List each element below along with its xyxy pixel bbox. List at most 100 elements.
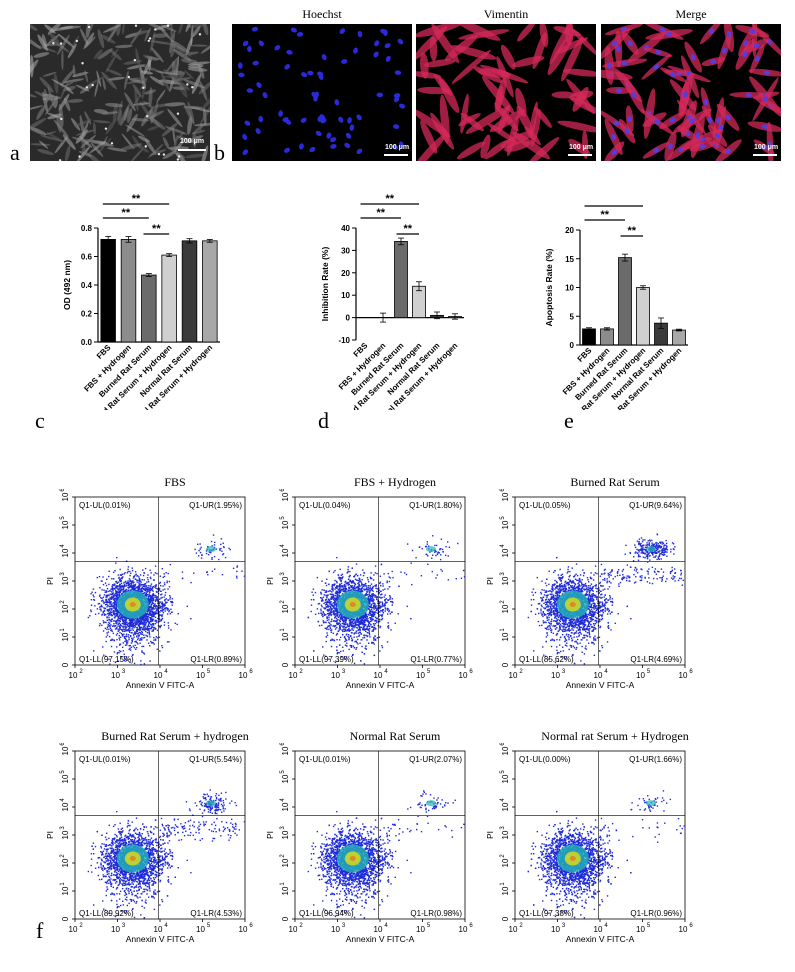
event-dot (406, 605, 408, 608)
event-dot (359, 619, 362, 621)
cell (173, 48, 192, 62)
event-dot (371, 630, 373, 632)
event-dot (344, 644, 347, 646)
event-dot (154, 638, 157, 640)
event-dot (102, 601, 105, 603)
cell-body (473, 66, 503, 83)
cell-body (489, 109, 526, 133)
event-dot (133, 636, 135, 638)
event-dot (142, 626, 145, 628)
event-dot (114, 661, 117, 664)
event-dot (370, 588, 372, 590)
bar (181, 240, 198, 343)
event-dot (363, 625, 365, 628)
event-dot (353, 627, 355, 629)
nucleus (613, 120, 620, 126)
event-dot (370, 587, 372, 589)
event-dot (332, 599, 335, 601)
event-dot (158, 598, 161, 600)
event-dot (368, 588, 370, 590)
cell (198, 64, 205, 79)
event-dot (114, 610, 116, 613)
event-dot (361, 645, 363, 648)
event-dot (123, 585, 126, 588)
event-dot (229, 548, 232, 551)
nucleus (251, 26, 259, 32)
event-dot (137, 624, 139, 626)
event-dot (343, 585, 346, 588)
event-dot (139, 588, 141, 591)
event-dot (361, 628, 364, 631)
event-dot (150, 595, 152, 597)
event-dot (149, 660, 151, 662)
nucleus (307, 70, 314, 76)
event-dot (152, 599, 155, 601)
event-dot (134, 617, 136, 620)
event-dot (109, 613, 112, 615)
event-dot (151, 586, 154, 589)
event-dot (150, 600, 153, 602)
event-dot (325, 640, 327, 643)
event-dot (342, 616, 344, 618)
event-dot (148, 625, 151, 628)
event-dot (124, 640, 126, 643)
event-dot (126, 617, 128, 619)
event-dot (149, 606, 152, 608)
nucleus (301, 72, 308, 78)
event-dot (127, 624, 129, 627)
nucleus (246, 88, 254, 93)
event-dot (94, 591, 97, 594)
density-peak (129, 602, 136, 608)
event-dot (148, 601, 151, 603)
event-dot (366, 639, 368, 641)
event-dot (153, 574, 155, 576)
event-dot (151, 599, 153, 602)
event-dot (111, 595, 113, 598)
event-dot (149, 598, 151, 601)
nucleus (624, 128, 630, 135)
cell (134, 88, 139, 112)
nucleus (242, 133, 248, 140)
hoechst-micrograph: 100 μm (232, 24, 412, 161)
event-dot (111, 630, 113, 632)
y-tick-label: 30 (341, 246, 350, 255)
event-dot (163, 573, 165, 575)
event-dot (119, 616, 122, 618)
event-dot (144, 594, 146, 596)
event-dot (149, 636, 151, 638)
cell (144, 138, 157, 155)
event-dot (135, 586, 138, 588)
event-dot (120, 580, 122, 582)
event-dot (105, 590, 107, 592)
event-dot (159, 626, 161, 629)
event-dot (170, 608, 172, 610)
cell (187, 64, 204, 69)
cell (172, 126, 176, 146)
event-dot (101, 624, 103, 627)
event-dot (125, 641, 128, 643)
event-dot (320, 604, 323, 606)
nucleus (726, 30, 732, 38)
scale-bar (178, 149, 206, 151)
bright-cell (147, 39, 150, 42)
cell-body (547, 33, 573, 76)
event-dot (117, 625, 119, 627)
event-dot (343, 630, 346, 633)
event-dot (358, 634, 360, 636)
nucleus (761, 124, 769, 129)
event-dot (140, 663, 142, 666)
event-dot (140, 616, 142, 619)
event-dot (123, 582, 125, 584)
cell-body (423, 59, 456, 68)
event-dot (112, 578, 115, 580)
event-dot (105, 598, 108, 601)
event-dot (145, 585, 147, 587)
event-dot (106, 578, 108, 580)
event-dot (331, 593, 333, 595)
cell (72, 71, 89, 78)
event-dot (391, 604, 393, 606)
event-dot (124, 590, 126, 592)
event-dot (110, 611, 113, 614)
cell-body (504, 141, 531, 152)
event-dot (131, 586, 133, 589)
